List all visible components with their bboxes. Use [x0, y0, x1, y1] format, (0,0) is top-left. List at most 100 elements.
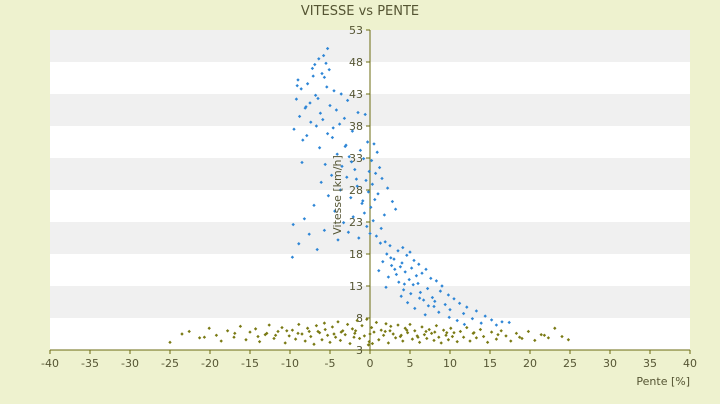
- blue-data-point: [413, 306, 417, 311]
- olive-data-point: [303, 339, 307, 343]
- blue-data-point: [365, 224, 369, 229]
- blue-data-point: [389, 263, 394, 268]
- x-tick-label: 35: [643, 357, 657, 370]
- y-tick-label: 53: [349, 24, 363, 37]
- olive-data-point: [485, 340, 490, 345]
- blue-data-point: [331, 126, 335, 130]
- olive-data-point: [401, 339, 405, 343]
- x-tick-label: -40: [41, 357, 59, 370]
- blue-data-point: [448, 307, 452, 312]
- olive-data-point: [389, 324, 393, 329]
- olive-data-point: [465, 325, 469, 330]
- data-points: [168, 46, 571, 347]
- olive-data-point: [332, 332, 336, 336]
- blue-data-point: [302, 217, 307, 221]
- blue-data-point: [446, 293, 451, 297]
- blue-data-point: [411, 283, 415, 287]
- olive-data-point: [384, 322, 388, 326]
- olive-data-point: [441, 328, 446, 332]
- blue-data-point: [372, 142, 376, 146]
- olive-data-point: [425, 336, 429, 341]
- blue-data-point: [341, 220, 346, 225]
- blue-data-point: [420, 271, 424, 275]
- blue-data-point: [398, 265, 403, 269]
- x-tick-label: -25: [161, 357, 179, 370]
- blue-data-point: [325, 131, 330, 136]
- olive-data-point: [437, 335, 441, 339]
- x-tick-label: 0: [367, 357, 374, 370]
- blue-data-point: [292, 127, 296, 131]
- olive-data-point: [381, 333, 386, 337]
- blue-data-point: [373, 197, 377, 202]
- blue-data-point: [457, 301, 462, 305]
- olive-data-point: [417, 340, 422, 345]
- olive-data-point: [369, 325, 374, 330]
- blue-data-point: [412, 258, 416, 263]
- olive-data-point: [355, 318, 359, 323]
- olive-data-point: [496, 332, 500, 337]
- blue-data-point: [322, 75, 327, 80]
- olive-data-point: [333, 335, 338, 339]
- blue-data-point: [290, 255, 295, 259]
- blue-data-point: [300, 160, 304, 165]
- blue-data-point: [383, 240, 387, 244]
- blue-data-point: [310, 66, 315, 71]
- olive-data-point: [325, 333, 330, 337]
- blue-data-point: [323, 162, 327, 167]
- blue-data-point: [346, 230, 351, 234]
- blue-data-point: [304, 105, 308, 109]
- olive-data-point: [424, 329, 428, 334]
- x-tick-label: 20: [523, 357, 537, 370]
- olive-data-point: [283, 341, 287, 345]
- olive-data-point: [494, 337, 499, 341]
- blue-data-point: [379, 226, 383, 231]
- olive-data-point: [449, 326, 453, 330]
- olive-data-point: [285, 329, 289, 333]
- olive-data-point: [427, 327, 431, 332]
- blue-data-point: [462, 322, 467, 327]
- blue-data-point: [366, 190, 371, 194]
- blue-data-point: [291, 222, 295, 227]
- olive-data-point: [357, 336, 362, 341]
- blue-data-point: [296, 78, 300, 82]
- olive-data-point: [197, 336, 202, 340]
- blue-data-point: [385, 186, 390, 190]
- blue-data-point: [328, 103, 332, 108]
- olive-data-point: [316, 329, 320, 334]
- blue-data-point: [438, 289, 443, 293]
- blue-data-point: [349, 160, 354, 164]
- blue-data-point: [423, 313, 427, 317]
- blue-data-point: [349, 195, 353, 200]
- blue-data-point: [421, 298, 426, 302]
- olive-data-point: [320, 338, 324, 342]
- blue-data-point: [405, 300, 410, 305]
- blue-data-point: [384, 285, 388, 289]
- olive-data-point: [542, 333, 547, 337]
- olive-data-point: [509, 339, 513, 343]
- blue-data-point: [329, 173, 334, 177]
- olive-data-point: [352, 335, 356, 339]
- blue-data-point: [409, 266, 414, 270]
- blue-data-point: [397, 280, 401, 284]
- blue-data-point: [313, 62, 317, 67]
- blue-data-point: [433, 299, 437, 304]
- olive-data-point: [374, 320, 379, 325]
- x-tick-labels: -40 -35 -30 -25 -20 -15 -10 -5 0 5 10 15 20 25 30 35 40: [41, 350, 697, 370]
- olive-data-point: [202, 335, 207, 339]
- olive-data-point: [410, 337, 415, 341]
- blue-data-point: [382, 213, 387, 217]
- blue-data-point: [322, 228, 327, 233]
- olive-data-point: [348, 341, 352, 346]
- blue-data-point: [350, 129, 355, 133]
- blue-data-point: [305, 82, 310, 86]
- olive-data-point: [214, 333, 219, 337]
- olive-data-point: [293, 337, 298, 341]
- blue-data-point: [407, 277, 411, 282]
- blue-data-point: [416, 281, 420, 286]
- y-axis-label: Vitesse [km/h]: [331, 155, 344, 235]
- blue-data-point: [335, 152, 339, 156]
- olive-data-point: [287, 334, 291, 338]
- olive-data-point: [533, 338, 537, 343]
